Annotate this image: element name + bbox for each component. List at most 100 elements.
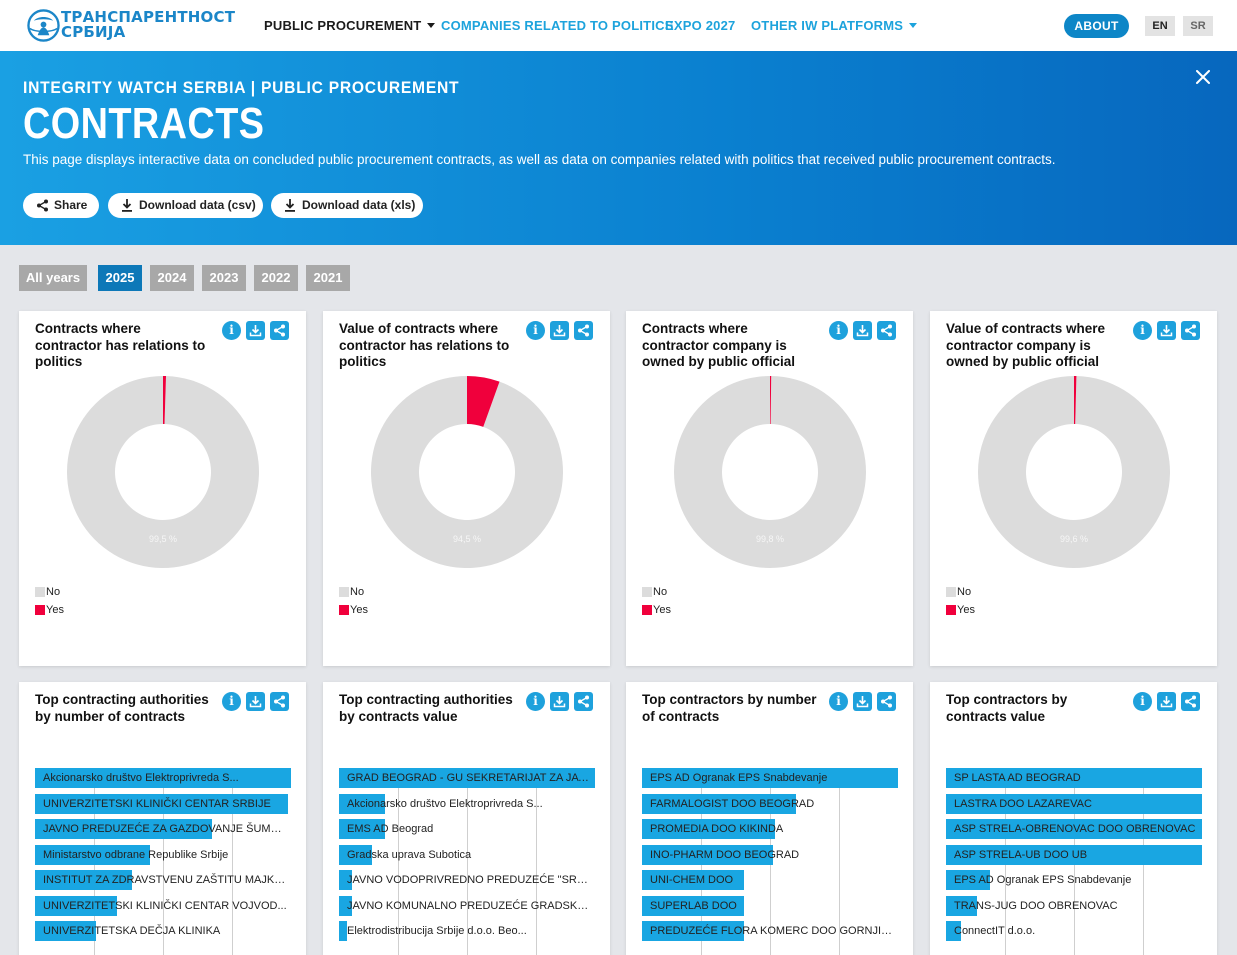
share-icon[interactable]: [574, 692, 593, 711]
nav-companies-related-to-politics[interactable]: COMPANIES RELATED TO POLITICS: [441, 18, 674, 33]
bar-row[interactable]: PREDUZEĆE FLORA KOMERC DOO GORNJI MIL...: [642, 921, 898, 941]
donut-slice-no[interactable]: [371, 376, 563, 568]
donut-slice-yes[interactable]: [467, 376, 500, 427]
bar-row[interactable]: JAVNO PREDUZEĆE ZA GAZDOVANJE ŠUMAMA ...: [35, 819, 291, 839]
bar-row[interactable]: SUPERLAB DOO: [642, 895, 898, 916]
legend-item-no[interactable]: No: [339, 583, 368, 601]
share-icon[interactable]: [1181, 321, 1200, 340]
donut-slice-yes[interactable]: [163, 376, 167, 425]
bar-row[interactable]: UNIVERZITETSKI KLINIČKI CENTAR SRBIJE: [35, 793, 291, 814]
info-icon[interactable]: i: [526, 692, 545, 711]
download-icon[interactable]: [246, 692, 265, 711]
transparency-serbia-logo[interactable]: ТРАНСПАРЕНТНОСТ СРБИЈА: [27, 9, 237, 43]
legend-item-no[interactable]: No: [35, 583, 64, 601]
info-icon[interactable]: i: [222, 321, 241, 340]
legend-label: No: [957, 586, 972, 598]
bar-row[interactable]: Elektrodistribucija Srbije d.o.o. Beo...: [339, 921, 595, 941]
download-icon: [285, 199, 295, 212]
share-icon[interactable]: [574, 321, 593, 340]
bar-row[interactable]: UNIVERZITETSKA DEČJA KLINIKA: [35, 921, 291, 941]
bar-row[interactable]: ASP STRELA-OBRENOVAC DOO OBRENOVAC: [946, 819, 1202, 839]
bar-label: UNIVERZITETSKI KLINIČKI CENTAR VOJVOD...: [43, 899, 287, 912]
bar-label: Ministarstvo odbrane Republike Srbije: [43, 848, 229, 861]
year-2024[interactable]: 2024: [150, 265, 194, 291]
donut-slice-yes[interactable]: [1074, 376, 1077, 425]
bar: [339, 819, 385, 839]
donut-slice-no[interactable]: [978, 376, 1170, 568]
chart-legend: No Yes: [35, 583, 64, 619]
bar-row[interactable]: JAVNO KOMUNALNO PREDUZEĆE GRADSKO SAO...: [339, 895, 595, 916]
bar-row[interactable]: EPS AD Ogranak EPS Snabdevanje: [642, 768, 898, 788]
legend-swatch: [642, 587, 652, 597]
download-icon[interactable]: [550, 692, 569, 711]
download-xls-button[interactable]: Download data (xls): [271, 193, 423, 218]
download-icon[interactable]: [853, 692, 872, 711]
year-2022[interactable]: 2022: [254, 265, 298, 291]
bar-row[interactable]: ASP STRELA-UB DOO UB: [946, 844, 1202, 865]
legend-item-no[interactable]: No: [642, 583, 671, 601]
bar-row[interactable]: Ministarstvo odbrane Republike Srbije: [35, 844, 291, 865]
about-button[interactable]: ABOUT: [1064, 14, 1129, 38]
bar: [642, 895, 744, 916]
download-csv-button[interactable]: Download data (csv): [108, 193, 263, 218]
info-icon[interactable]: i: [829, 692, 848, 711]
download-icon[interactable]: [853, 321, 872, 340]
year-all-years[interactable]: All years: [19, 265, 87, 291]
bar-row[interactable]: EPS AD Ogranak EPS Snabdevanje: [946, 870, 1202, 890]
download-icon[interactable]: [1157, 692, 1176, 711]
bar-row[interactable]: UNIVERZITETSKI KLINIČKI CENTAR VOJVOD...: [35, 895, 291, 916]
year-2025[interactable]: 2025: [98, 265, 142, 291]
bar-row[interactable]: ConnectIT d.o.o.: [946, 921, 1202, 941]
download-icon[interactable]: [1157, 321, 1176, 340]
legend-item-yes[interactable]: Yes: [35, 601, 64, 619]
bar-row[interactable]: TRANS-JUG DOO OBRENOVAC: [946, 895, 1202, 916]
bar-row[interactable]: Akcionarsko društvo Elektroprivreda S...: [35, 768, 291, 788]
bar-row[interactable]: Akcionarsko društvo Elektroprivreda S...: [339, 793, 595, 814]
legend-item-yes[interactable]: Yes: [946, 601, 975, 619]
close-icon[interactable]: [1196, 70, 1210, 84]
donut-slice-yes[interactable]: [770, 376, 772, 425]
share-icon[interactable]: [877, 692, 896, 711]
bar-row[interactable]: UNI-CHEM DOO: [642, 870, 898, 890]
legend-swatch: [339, 605, 349, 615]
info-icon[interactable]: i: [1133, 692, 1152, 711]
bar-row[interactable]: LASTRA DOO LAZAREVAC: [946, 793, 1202, 814]
bar-row[interactable]: INO-PHARM DOO BEOGRAD: [642, 844, 898, 865]
nav-expo-2027[interactable]: EXPO 2027: [665, 18, 736, 33]
download-icon[interactable]: [246, 321, 265, 340]
share-icon[interactable]: [877, 321, 896, 340]
info-icon[interactable]: i: [829, 321, 848, 340]
download-icon[interactable]: [550, 321, 569, 340]
legend-label: No: [46, 586, 61, 598]
info-icon[interactable]: i: [526, 321, 545, 340]
donut-slice-no[interactable]: [67, 376, 259, 568]
bar-row[interactable]: PROMEDIA DOO KIKINDA: [642, 819, 898, 839]
share-button[interactable]: Share: [23, 193, 99, 218]
info-icon[interactable]: i: [222, 692, 241, 711]
nav-public-procurement[interactable]: PUBLIC PROCUREMENT: [264, 18, 436, 33]
bar-row[interactable]: SP LASTA AD BEOGRAD: [946, 768, 1202, 788]
share-icon[interactable]: [270, 692, 289, 711]
bar-row[interactable]: GRAD BEOGRAD - GU SEKRETARIJAT ZA JAV...: [339, 768, 595, 788]
donut-slice-no[interactable]: [674, 376, 866, 568]
bar-row[interactable]: FARMALOGIST DOO BEOGRAD: [642, 793, 898, 814]
language-sr-button[interactable]: SR: [1183, 16, 1213, 36]
legend-item-yes[interactable]: Yes: [339, 601, 368, 619]
bar-row[interactable]: JAVNO VODOPRIVREDNO PREDUZEĆE "SRBIJA...: [339, 870, 595, 890]
year-2023[interactable]: 2023: [202, 265, 246, 291]
chart-legend: No Yes: [946, 583, 975, 619]
logo-line-2: СРБИЈА: [61, 23, 126, 41]
info-icon[interactable]: i: [1133, 321, 1152, 340]
bar-row[interactable]: EMS AD Beograd: [339, 819, 595, 839]
share-icon[interactable]: [270, 321, 289, 340]
nav-other-iw-platforms[interactable]: OTHER IW PLATFORMS: [751, 18, 918, 33]
donut-card: Contracts where contractor has relations…: [19, 311, 306, 666]
share-icon[interactable]: [1181, 692, 1200, 711]
bar-chart: GRAD BEOGRAD - GU SEKRETARIJAT ZA JAV...…: [339, 768, 595, 955]
year-2021[interactable]: 2021: [306, 265, 350, 291]
language-en-button[interactable]: EN: [1145, 16, 1175, 36]
bar-row[interactable]: INSTITUT ZA ZDRAVSTVENU ZAŠTITU MAJKE...: [35, 870, 291, 890]
legend-item-yes[interactable]: Yes: [642, 601, 671, 619]
bar-row[interactable]: Gradska uprava Subotica: [339, 844, 595, 865]
legend-item-no[interactable]: No: [946, 583, 975, 601]
